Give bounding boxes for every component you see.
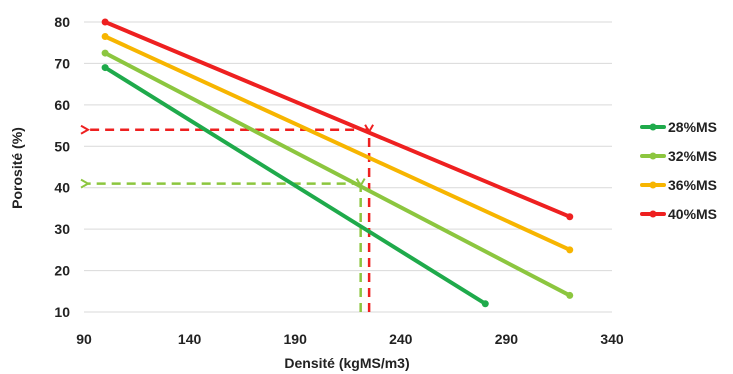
legend-marker [649,210,657,218]
y-axis-title: Porosité (%) [9,127,25,209]
data-point [481,300,489,308]
data-point [101,64,109,72]
legend-label: 36%MS [668,177,717,193]
data-point [101,33,109,40]
x-tick-label: 190 [284,331,308,347]
x-tick-label: 240 [389,331,413,347]
gridlines [84,21,612,313]
data-point [566,213,574,221]
data-point [101,18,109,26]
data-point [101,49,109,57]
y-tick-label: 30 [54,221,70,237]
x-tick-label: 290 [495,331,519,347]
series-line-28%MS [103,65,488,306]
x-tick-label: 90 [76,331,92,347]
legend: 28%MS 32%MS 36%MS 40%MS [640,119,717,222]
series-line-36%MS [103,34,572,252]
y-tick-label: 50 [54,138,70,154]
legend-marker [649,181,657,189]
data-series [101,18,574,308]
series-line-32%MS [103,51,572,298]
y-tick-labels: 10 20 30 40 50 60 70 80 [54,14,70,320]
legend-label: 40%MS [668,206,717,222]
legend-label: 28%MS [668,119,717,135]
legend-label: 32%MS [668,148,717,164]
x-tick-labels: 90 140 190 240 290 340 [76,331,624,347]
y-tick-label: 60 [54,97,70,113]
y-tick-label: 70 [54,55,70,71]
y-tick-label: 40 [54,180,70,196]
legend-marker [649,123,657,131]
data-point [566,246,574,254]
y-tick-label: 20 [54,263,70,279]
y-tick-label: 10 [54,304,70,320]
legend-marker [649,152,657,160]
y-tick-label: 80 [54,14,70,30]
x-tick-label: 340 [600,331,624,347]
data-point [566,291,574,299]
x-tick-label: 140 [178,331,202,347]
x-axis-title: Densité (kgMS/m3) [284,355,409,371]
series-line-40%MS [103,20,572,219]
annotations [88,130,369,312]
